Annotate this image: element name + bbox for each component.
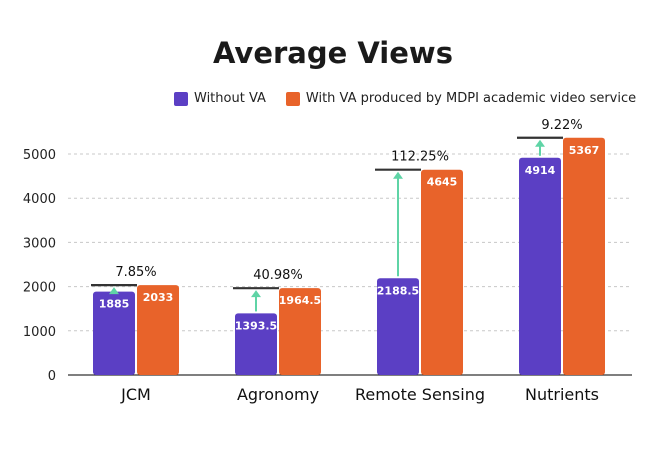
bar-value-label-without-va-3: 4914 [525,164,556,177]
increase-arrow-head-0 [109,287,119,295]
legend: Without VA With VA produced by MDPI acad… [174,91,656,106]
bar-value-label-with-va-3: 5367 [569,144,600,157]
bar-with-va-1 [279,288,321,375]
bar-with-va-0 [137,285,179,375]
increase-label-2: 112.25% [391,150,449,165]
increase-label-3: 9.22% [541,118,582,133]
y-tick-label-1000: 1000 [23,325,56,340]
legend-swatch-without-va [174,91,188,106]
x-category-label-0: JCM [120,385,151,404]
y-tick-label-4000: 4000 [23,192,56,207]
increase-arrow-head-1 [251,290,261,298]
x-category-label-2: Remote Sensing [355,385,485,404]
bar-with-va-3 [563,137,605,375]
bar-value-label-without-va-2: 2188.5 [377,284,419,297]
bar-value-label-without-va-0: 1885 [99,298,130,311]
bar-without-va-1 [235,313,277,375]
bar-value-label-with-va-2: 4645 [427,176,458,189]
legend-swatch-with-va [285,91,300,106]
x-category-label-3: Nutrients [525,385,599,404]
legend-item-with-va: With VA produced by MDPI academic video … [285,91,637,106]
increase-arrow-head-3 [535,139,545,147]
legend-label-without-va: Without VA [194,91,266,106]
bar-value-label-with-va-1: 1964.5 [279,294,321,307]
bar-value-label-without-va-1: 1393.5 [235,319,277,332]
bar-without-va-2 [377,278,419,375]
bar-value-label-with-va-0: 2033 [143,291,174,304]
y-tick-label-2000: 2000 [23,281,56,296]
bar-without-va-3 [519,157,561,375]
x-category-label-1: Agronomy [237,385,319,404]
bar-without-va-0 [93,291,135,375]
increase-label-0: 7.85% [115,265,156,280]
y-tick-label-5000: 5000 [23,148,56,163]
increase-arrow-head-2 [393,171,403,179]
legend-item-without-va: Without VA [174,91,266,106]
y-tick-label-0: 0 [48,369,56,384]
legend-label-with-va: With VA produced by MDPI academic video … [305,91,637,106]
y-tick-label-3000: 3000 [23,236,56,251]
chart-title: Average Views [213,36,453,70]
bar-with-va-2 [421,169,463,375]
increase-label-1: 40.98% [253,268,303,283]
